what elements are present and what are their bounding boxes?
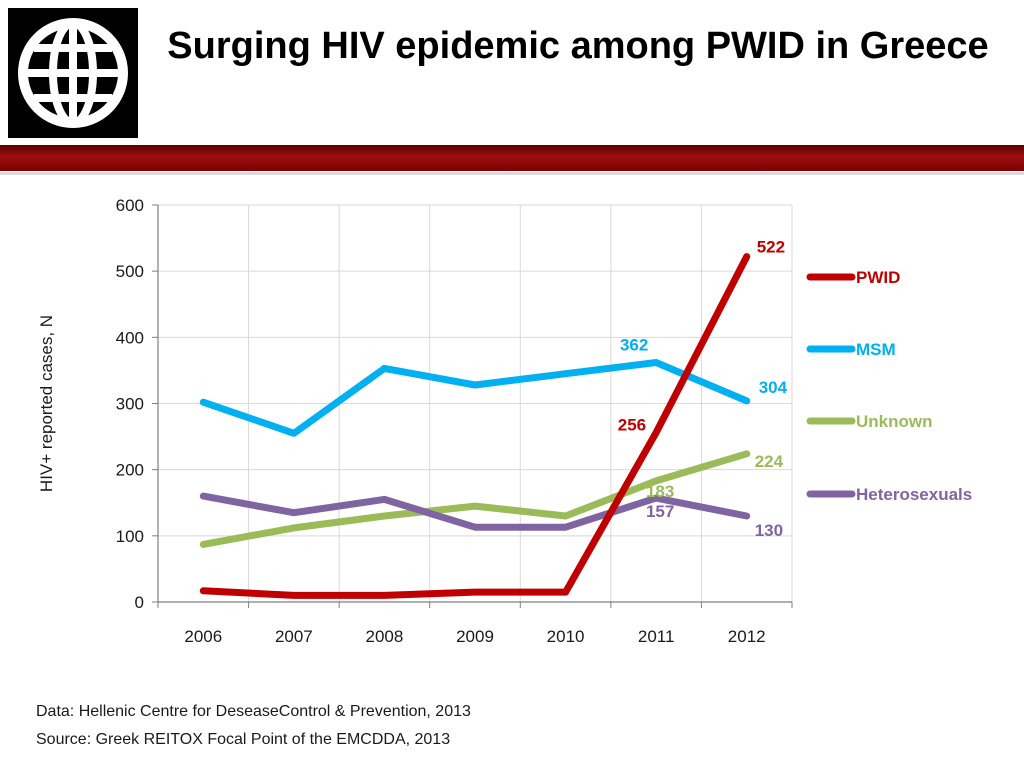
header-band	[0, 145, 1024, 171]
data-label-unknown: 183	[646, 482, 674, 501]
x-tick-label: 2007	[275, 627, 313, 646]
y-tick-label: 200	[116, 461, 144, 480]
x-tick-label: 2009	[456, 627, 494, 646]
data-label-heterosexuals: 130	[755, 521, 783, 540]
page-title: Surging HIV epidemic among PWID in Greec…	[167, 25, 989, 67]
data-label-unknown: 224	[755, 452, 784, 471]
y-tick-label: 100	[116, 527, 144, 546]
y-tick-label: 0	[135, 593, 144, 612]
data-label-pwid: 256	[618, 416, 646, 435]
data-label-msm: 362	[620, 335, 648, 354]
footnote-data: Data: Hellenic Centre for DeseaseControl…	[36, 703, 471, 720]
globe-icon	[18, 18, 128, 128]
series-line-pwid	[199, 253, 751, 599]
header-divider	[0, 172, 1024, 175]
x-tick-label: 2010	[547, 627, 585, 646]
y-axis-label: HIV+ reported cases, N	[37, 315, 56, 492]
x-tick-label: 2012	[728, 627, 766, 646]
data-label-msm: 304	[759, 378, 788, 397]
series-line-heterosexuals	[199, 492, 751, 531]
footnote-source: Source: Greek REITOX Focal Point of the …	[36, 731, 451, 748]
y-tick-label: 500	[116, 262, 144, 281]
world-bank-logo	[8, 8, 138, 138]
legend-label-unknown: Unknown	[856, 412, 933, 431]
x-tick-label: 2006	[184, 627, 222, 646]
legend-label-pwid: PWID	[856, 268, 900, 287]
legend-label-msm: MSM	[856, 340, 896, 359]
x-tick-label: 2011	[638, 627, 675, 646]
series-line-unknown	[199, 450, 751, 548]
series-line-msm	[199, 359, 751, 437]
data-label-heterosexuals: 157	[646, 502, 674, 521]
data-label-pwid: 522	[757, 238, 785, 257]
y-tick-label: 300	[116, 395, 144, 414]
line-chart: 0 100 200 300 400 500 600 2006 2007 2008 2009 2010 2…	[37, 196, 972, 646]
y-tick-label: 400	[116, 328, 144, 347]
legend-label-heterosexuals: Heterosexuals	[856, 485, 972, 504]
y-tick-label: 600	[116, 196, 144, 215]
x-tick-label: 2008	[366, 627, 404, 646]
